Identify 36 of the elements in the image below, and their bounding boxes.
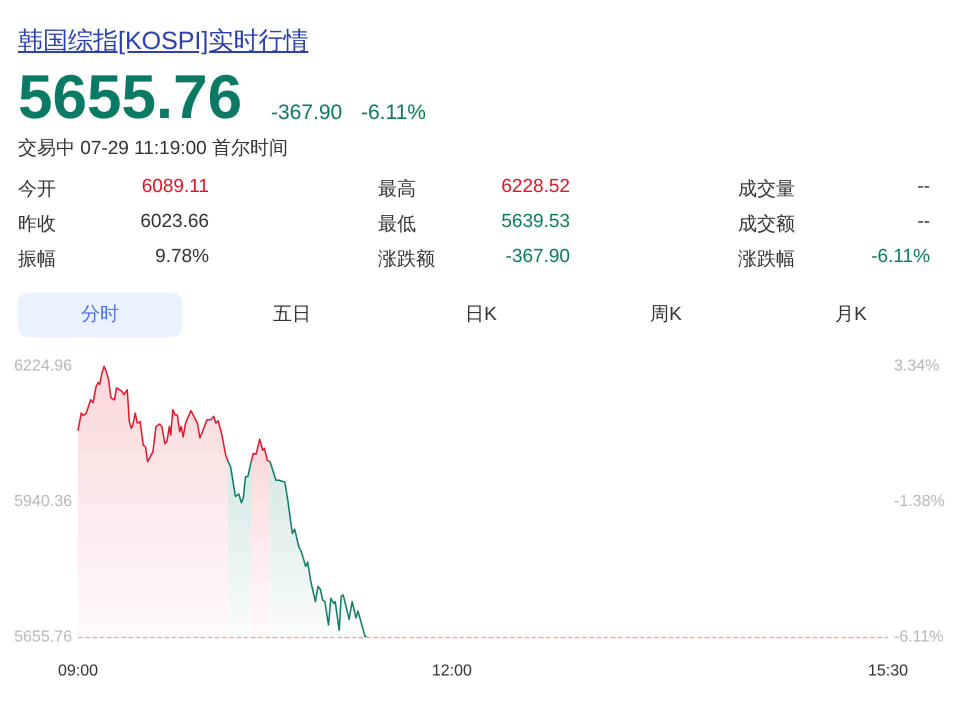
text: 韩国综指[KOSPI]实时行情 — [18, 26, 308, 57]
y2-tick-label: -1.38% — [894, 492, 945, 510]
text: 6023.66 — [140, 211, 209, 233]
x-tick-label: 12:00 — [432, 662, 472, 680]
text: 昨收 — [18, 213, 56, 237]
text: -6.11% — [871, 246, 930, 268]
text: 最高 — [378, 178, 416, 202]
text: 分时 — [18, 293, 182, 337]
text: -- — [917, 176, 930, 198]
text: -- — [917, 211, 930, 233]
text: 5639.53 — [501, 211, 570, 233]
text: 6228.52 — [501, 176, 570, 198]
text: 周K — [649, 303, 683, 327]
text: 涨跌额 — [378, 248, 435, 272]
text: 6089.11 — [142, 176, 209, 198]
text: -6.11% — [361, 101, 426, 125]
text: 成交量 — [738, 178, 795, 202]
text: 成交额 — [738, 213, 795, 237]
y-tick-label: 5940.36 — [14, 493, 72, 510]
text: 交易中 07-29 11:19:00 首尔时间 — [18, 137, 288, 161]
x-tick-label: 09:00 — [58, 662, 98, 680]
x-tick-label: 15:30 — [868, 662, 908, 680]
y2-tick-label: -6.11% — [894, 628, 944, 646]
text: -367.90 — [271, 101, 342, 125]
text: 月K — [834, 303, 868, 327]
y-tick-label: 5655.76 — [14, 628, 72, 646]
text: 涨跌幅 — [738, 248, 795, 272]
y2-tick-label: 3.34% — [894, 358, 940, 374]
text: 最低 — [378, 213, 416, 237]
text: 日K — [464, 303, 498, 327]
text: 振幅 — [18, 248, 56, 272]
text: -367.90 — [506, 246, 570, 268]
y-tick-label: 6224.96 — [14, 358, 72, 374]
text: 五日 — [272, 303, 312, 327]
text: 今开 — [18, 178, 56, 202]
text: 9.78% — [155, 246, 209, 268]
